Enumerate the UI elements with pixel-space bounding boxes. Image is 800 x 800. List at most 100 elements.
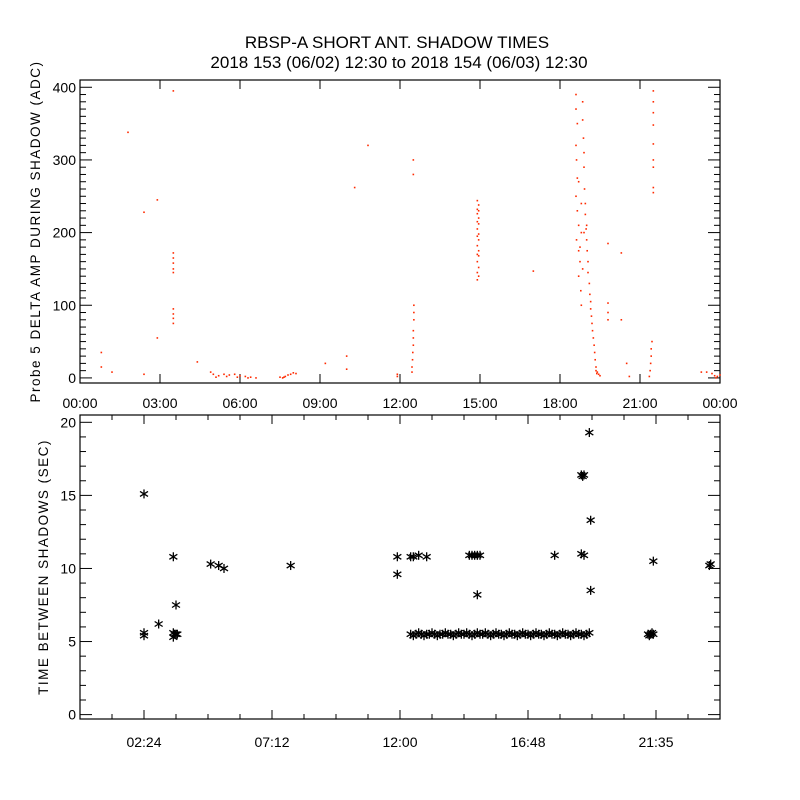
asterisk-stroke [392,553,402,560]
y-tick-label: 200 [53,225,77,241]
data-point [476,228,479,230]
data-point [172,257,175,259]
data-point [239,374,241,377]
data-point [591,322,593,325]
data-point [705,371,708,373]
data-point [596,371,599,373]
data-point [607,311,609,314]
data-point [412,351,414,354]
data-point [587,260,589,263]
data-point [586,249,588,252]
data-point [156,337,159,339]
data-point [652,100,655,103]
asterisk-stroke [422,553,432,560]
data-point [599,374,601,377]
data-point [412,173,415,176]
data-point [575,93,577,96]
y-tick-label: 0 [68,370,76,386]
data-point [172,268,175,270]
asterisk-stroke [214,562,224,569]
data-point-asterisk [414,550,424,560]
data-point [279,376,281,378]
data-point [156,199,159,201]
data-point [233,373,236,376]
x-tick-label: 21:00 [622,395,657,411]
data-point [324,362,327,365]
data-point [476,260,479,263]
data-point [585,228,587,230]
data-point [367,144,369,147]
asterisk-stroke [472,591,482,598]
top-panel: 00:00 03:00 06:00 09:00 12:00 15:00 18:00 21:00… [28,60,738,411]
asterisk-stroke [414,552,424,559]
y-tick-label: 0 [68,707,76,723]
data-point [477,209,480,212]
data-point [625,362,628,365]
asterisk-stroke [706,561,716,568]
data-point [577,224,580,227]
data-point [607,318,609,321]
data-point [172,252,175,254]
data-point [255,377,257,379]
data-point [412,329,415,332]
y-axis-label: Probe 5 DELTA AMP DURING SHADOW (ADC) [28,60,43,402]
asterisk-stroke [392,571,402,578]
data-point [477,275,480,277]
asterisk-stroke [586,587,596,594]
data-point [143,211,145,214]
data-point [591,329,594,332]
data-point [172,271,175,274]
data-point-asterisk [579,550,589,560]
data-point [172,313,175,315]
data-point [215,376,217,378]
data-point [577,249,580,252]
data-point [581,100,584,103]
data-point [576,122,579,125]
data-point [477,255,480,257]
data-point [196,361,199,363]
data-point-asterisk [648,629,658,639]
data-point [412,344,415,347]
asterisk-stroke [648,631,658,638]
data-point [584,213,587,216]
data-point [476,208,479,211]
data-point [345,355,348,357]
data-point [476,235,479,238]
data-point [396,373,399,376]
bottom-panel: 02:24 07:12 12:00 16:48 21:35 0 5 10 15 20 TIME BE… [36,414,721,750]
data-point [477,266,480,269]
asterisk-stroke [139,490,149,497]
asterisk-stroke [550,552,560,559]
x-tick-label: 12:00 [382,395,417,411]
x-tick-label: 18:00 [542,395,577,411]
data-point [583,151,585,154]
data-point [575,108,577,110]
data-point [589,293,591,296]
asterisk-stroke [579,471,589,478]
chart-subtitle: 2018 153 (06/02) 12:30 to 2018 154 (06/0… [210,53,587,72]
data-point [593,351,596,354]
data-point [652,166,655,168]
data-point [353,186,356,189]
data-point [411,371,413,373]
data-point [575,144,577,147]
data-point [236,376,239,378]
data-point [596,372,598,375]
data-point [587,271,589,274]
data-point-asterisk [475,550,485,560]
data-point [628,375,631,378]
data-point-asterisk [168,628,178,638]
data-point [592,337,595,339]
data-point [143,373,145,376]
data-point [477,249,480,252]
data-point [652,90,655,92]
data-point [580,202,583,205]
data-point [575,159,578,161]
data-point [295,372,297,375]
data-point [620,318,623,321]
asterisk-stroke [408,553,418,560]
x-tick-label: 03:00 [142,395,177,411]
asterisk-stroke [171,601,181,609]
x-tick-label: 16:48 [510,734,545,750]
data-point-asterisk [408,552,418,562]
